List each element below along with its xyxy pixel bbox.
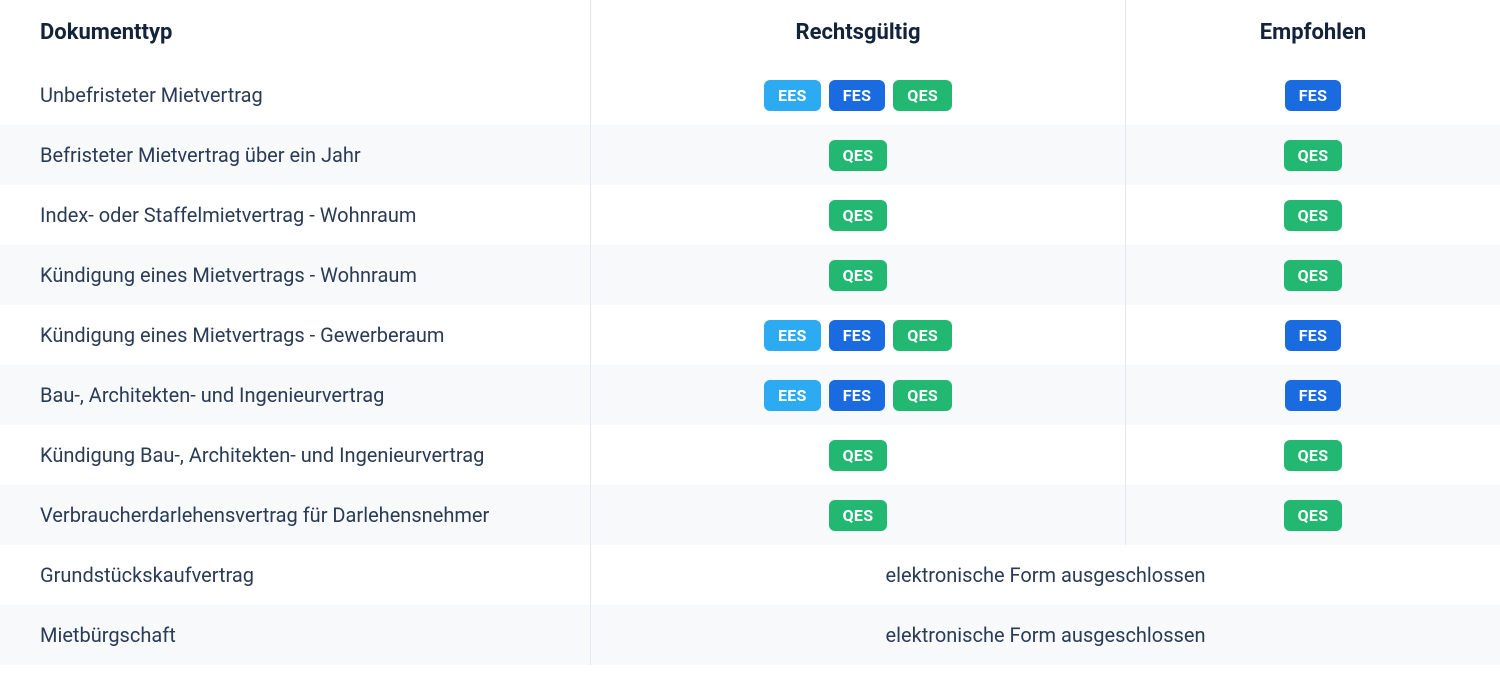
qes-badge: QES [1284, 260, 1343, 291]
document-type-label: Kündigung eines Mietvertrags - Wohnraum [40, 263, 417, 287]
legally-valid-cell: QES [590, 245, 1125, 305]
document-type-cell: Verbraucherdarlehensvertrag für Darlehen… [0, 485, 590, 545]
qes-badge: QES [829, 140, 888, 171]
signature-requirements-table: Dokumenttyp Rechtsgültig Empfohlen Unbef… [0, 0, 1500, 665]
qes-badge: QES [1284, 440, 1343, 471]
table-header-row: Dokumenttyp Rechtsgültig Empfohlen [0, 0, 1500, 65]
document-type-label: Kündigung eines Mietvertrags - Gewerbera… [40, 323, 444, 347]
qes-badge: QES [829, 260, 888, 291]
document-type-cell: Unbefristeter Mietvertrag [0, 65, 590, 125]
qes-badge: QES [893, 320, 952, 351]
table-row: Kündigung Bau-, Architekten- und Ingenie… [0, 425, 1500, 485]
document-type-label: Unbefristeter Mietvertrag [40, 83, 263, 107]
document-type-cell: Grundstückskaufvertrag [0, 545, 590, 605]
recommended-cell: QES [1125, 245, 1500, 305]
recommended-cell: FES [1125, 305, 1500, 365]
document-type-cell: Kündigung eines Mietvertrags - Gewerbera… [0, 305, 590, 365]
fes-badge: FES [829, 80, 886, 111]
legally-valid-cell: EES FESQES [590, 305, 1125, 365]
fes-badge: FES [1285, 380, 1342, 411]
table-row: Grundstückskaufvertrag elektronische Form… [0, 545, 1500, 605]
legally-valid-cell: EES FESQES [590, 365, 1125, 425]
header-document-type: Dokumenttyp [0, 0, 590, 65]
fes-badge: FES [1285, 320, 1342, 351]
document-type-cell: Kündigung Bau-, Architekten- und Ingenie… [0, 425, 590, 485]
document-type-label: Grundstückskaufvertrag [40, 563, 254, 587]
table-row: Kündigung eines Mietvertrags - Wohnraum Q… [0, 245, 1500, 305]
document-type-cell: Bau-, Architekten- und Ingenieurvertrag [0, 365, 590, 425]
table-row: Kündigung eines Mietvertrags - Gewerbera… [0, 305, 1500, 365]
qes-badge: QES [829, 200, 888, 231]
document-type-label: Verbraucherdarlehensvertrag für Darlehen… [40, 503, 489, 527]
recommended-cell: QES [1125, 125, 1500, 185]
table-row: Index- oder Staffelmietvertrag - Wohnrau… [0, 185, 1500, 245]
document-type-label: Kündigung Bau-, Architekten- und Ingenie… [40, 443, 484, 467]
ees-badge: EES [764, 80, 821, 111]
document-type-label: Bau-, Architekten- und Ingenieurvertrag [40, 383, 384, 407]
document-type-cell: Mietbürgschaft [0, 605, 590, 665]
qes-badge: QES [1284, 500, 1343, 531]
fes-badge: FES [829, 380, 886, 411]
qes-badge: QES [1284, 140, 1343, 171]
document-type-cell: Kündigung eines Mietvertrags - Wohnraum [0, 245, 590, 305]
recommended-cell: FES [1125, 65, 1500, 125]
qes-badge: QES [893, 80, 952, 111]
excluded-note-text: elektronische Form ausgeschlossen [886, 623, 1206, 647]
excluded-note-cell: elektronische Form ausgeschlossen [590, 545, 1500, 605]
qes-badge: QES [893, 380, 952, 411]
excluded-note-text: elektronische Form ausgeschlossen [886, 563, 1206, 587]
recommended-cell: QES [1125, 485, 1500, 545]
document-type-label: Index- oder Staffelmietvertrag - Wohnrau… [40, 203, 416, 227]
header-legally-valid: Rechtsgültig [590, 0, 1125, 65]
recommended-cell: FES [1125, 365, 1500, 425]
legally-valid-cell: QES [590, 125, 1125, 185]
ees-badge: EES [764, 380, 821, 411]
table-row: Verbraucherdarlehensvertrag für Darlehen… [0, 485, 1500, 545]
excluded-note-cell: elektronische Form ausgeschlossen [590, 605, 1500, 665]
qes-badge: QES [829, 440, 888, 471]
fes-badge: FES [1285, 80, 1342, 111]
qes-badge: QES [829, 500, 888, 531]
legally-valid-cell: QES [590, 185, 1125, 245]
table-row: Befristeter Mietvertrag über ein Jahr QES… [0, 125, 1500, 185]
document-type-label: Mietbürgschaft [40, 623, 176, 647]
document-type-label: Befristeter Mietvertrag über ein Jahr [40, 143, 361, 167]
table-row: Mietbürgschaft elektronische Form ausgesc… [0, 605, 1500, 665]
ees-badge: EES [764, 320, 821, 351]
recommended-cell: QES [1125, 425, 1500, 485]
legally-valid-cell: EES FESQES [590, 65, 1125, 125]
legally-valid-cell: QES [590, 425, 1125, 485]
document-type-cell: Befristeter Mietvertrag über ein Jahr [0, 125, 590, 185]
fes-badge: FES [829, 320, 886, 351]
legally-valid-cell: QES [590, 485, 1125, 545]
header-recommended: Empfohlen [1125, 0, 1500, 65]
table-row: Unbefristeter MietvertragEESFESQESFES [0, 65, 1500, 125]
table-row: Bau-, Architekten- und Ingenieurvertrag E… [0, 365, 1500, 425]
qes-badge: QES [1284, 200, 1343, 231]
recommended-cell: QES [1125, 185, 1500, 245]
document-type-cell: Index- oder Staffelmietvertrag - Wohnrau… [0, 185, 590, 245]
